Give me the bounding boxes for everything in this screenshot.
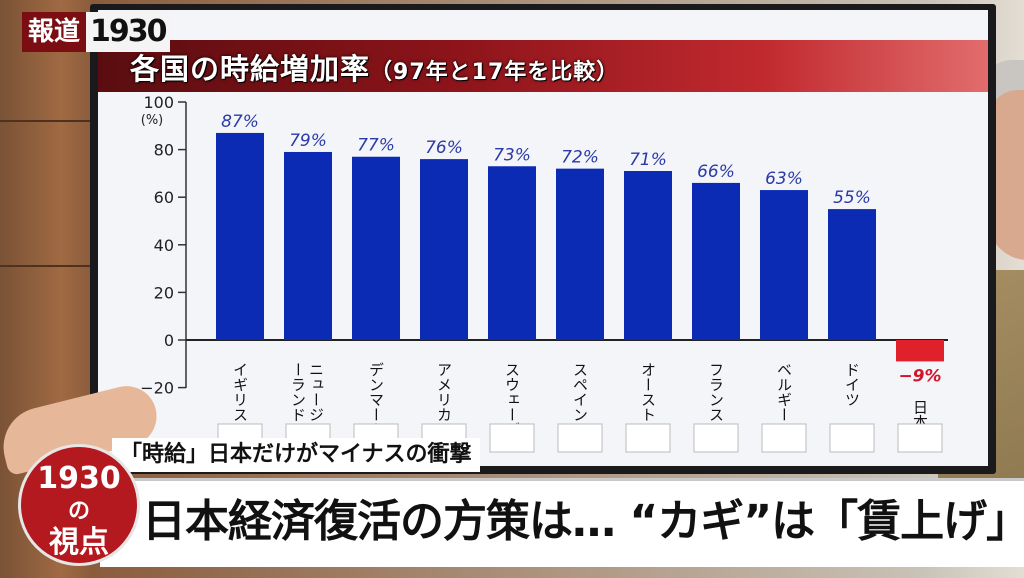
category-label-text: ーランド [289,362,307,422]
chart-title-bar [98,40,988,92]
country-flag-icon [625,423,671,453]
bar-value-label: 77% [357,136,395,156]
subcaption: 「時給」日本だけがマイナスの衝撃 [112,438,480,472]
country-flag-icon [489,423,535,453]
y-tick-label: 80 [154,141,174,160]
country-flag-icon [557,423,603,453]
chart-title: 各国の時給増加率（97年と17年を比較） [130,46,619,88]
category-label-text: フランス [707,362,725,422]
y-tick-label: 100 [143,93,174,112]
segment-badge: 1930 の 視点 [18,444,140,566]
y-tick-label: 20 [154,283,174,302]
chart-screen: 各国の時給増加率（97年と17年を比較） 100 80 60 40 20 0 −20 (%) 8… [98,10,988,466]
chart-title-paren: （97年と17年を比較） [370,60,620,85]
wall-panel-line [0,120,100,122]
category-label-text: デンマーク [367,362,385,437]
country-flag-icon [829,423,875,453]
bar-value-label: 79% [289,131,327,151]
bar-value-label: −9% [898,366,941,386]
bar [760,190,808,340]
bar [488,166,536,340]
bar [896,340,944,362]
bar-value-label: 72% [561,148,599,168]
category-label: ドイツ [843,362,861,407]
logo-time: 1930 [86,12,170,52]
bar [692,182,740,340]
country-flag-icon [897,423,943,453]
category-label: イギリス [231,362,249,422]
bar-value-label: 63% [765,169,803,189]
program-logo: 報道 1930 [22,12,170,52]
category-label-text: ドイツ [843,362,861,407]
main-caption-band [100,478,1024,567]
category-label: 日本 [911,399,929,429]
badge-year: 1930 [37,461,121,496]
category-label: ベルギー [775,362,793,422]
category-label-text: ニュージ [307,362,325,422]
badge-label: 視点 [49,525,109,560]
bar-value-label: 71% [629,150,667,170]
category-label-text: ベルギー [775,362,793,422]
category-label-text: アメリカ [435,362,453,422]
bar-value-label: 87% [221,112,259,132]
category-label: フランス [707,362,725,422]
bar-value-label: 66% [697,162,735,182]
country-flag-icon [761,423,807,453]
logo-program-name: 報道 [22,12,87,52]
bar [284,151,332,340]
bar [556,168,604,340]
y-axis-unit: (%) [141,113,164,128]
badge-particle: の [67,499,90,524]
y-tick-label: −20 [140,379,174,398]
wall-panel-line [0,265,100,267]
y-tick-label: 60 [154,188,174,207]
y-tick-label: 0 [164,331,174,350]
bar-value-label: 73% [493,145,531,165]
category-label-text: 日本 [911,399,929,429]
bar [420,159,468,340]
bar [216,132,264,340]
country-flag-icon [693,423,739,453]
category-label: デンマーク [367,362,385,437]
bar-value-label: 76% [425,138,463,158]
chart-title-main: 各国の時給増加率 [130,52,371,86]
y-tick-label: 40 [154,236,174,255]
category-label: アメリカ [435,362,453,422]
category-label: スペイン [571,362,589,422]
category-label-text: スペイン [571,362,589,422]
bar [624,171,672,340]
bar-value-label: 55% [833,188,871,208]
main-caption: 日本経済復活の方策は… “カギ”は「賃上げ」？ [142,496,1024,547]
bar [828,209,876,340]
bar [352,156,400,340]
category-label-text: イギリス [231,362,249,422]
